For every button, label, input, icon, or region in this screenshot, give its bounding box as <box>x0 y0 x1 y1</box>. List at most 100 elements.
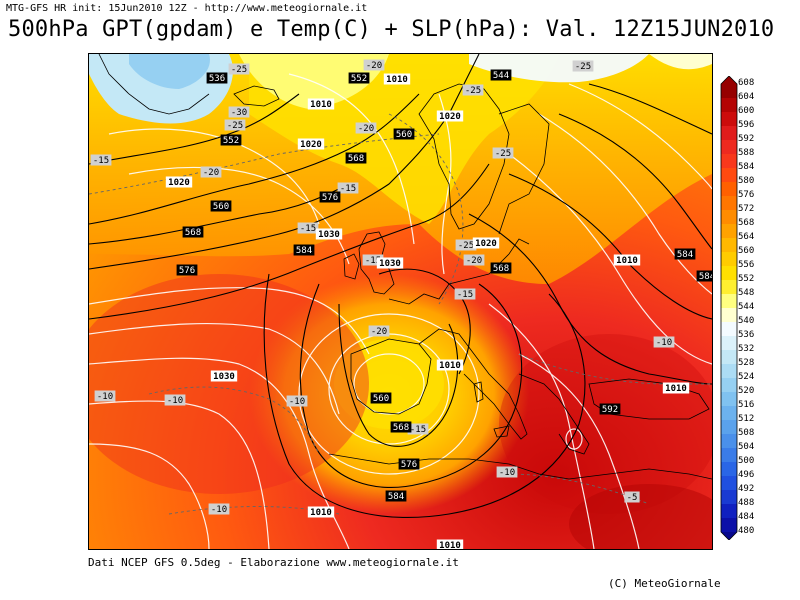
temp-label-box <box>462 84 484 96</box>
color-scale-step <box>721 322 737 337</box>
temp-label: -20 <box>358 124 374 134</box>
temp-label: -15 <box>300 224 316 234</box>
slp-label: 1010 <box>310 100 332 110</box>
slp-label: 1020 <box>300 140 322 150</box>
color-scale-label: 532 <box>738 344 755 354</box>
slp-label: 1010 <box>439 361 461 371</box>
temp-label: -10 <box>211 505 227 515</box>
temp-label: -10 <box>167 396 183 406</box>
temp-label-box <box>224 119 246 131</box>
temp-label-box <box>363 59 385 71</box>
color-scale-frame <box>720 76 738 540</box>
gpt-label-box <box>345 152 367 164</box>
color-scale-step <box>721 378 737 393</box>
british-isles <box>358 231 395 295</box>
slp-label: 1010 <box>310 508 332 518</box>
color-scale-label: 592 <box>738 134 755 144</box>
gpt-label: 552 <box>223 136 239 146</box>
color-scale-label: 556 <box>738 260 755 270</box>
temp-label: -15 <box>457 290 473 300</box>
gpt-label-box <box>210 200 232 212</box>
temp-label: -15 <box>365 256 381 266</box>
slp-label: 1010 <box>665 384 687 394</box>
gpt-label-box <box>370 392 392 404</box>
europe-coast <box>388 238 530 305</box>
color-scale-step <box>721 98 737 113</box>
temp-label-box <box>337 182 359 194</box>
temp-label-box <box>362 254 384 266</box>
slp-label: 1030 <box>213 372 235 382</box>
slp-label: 1010 <box>616 256 638 266</box>
slp-label-box <box>436 539 464 549</box>
temp-label: -15 <box>93 156 109 166</box>
color-scale-step <box>721 182 737 197</box>
cold-lobe-northeast <box>649 54 712 70</box>
color-scale-label: 548 <box>738 288 755 298</box>
temp-label: -25 <box>231 65 247 75</box>
color-scale-step <box>721 224 737 239</box>
slp-label-box <box>376 257 404 269</box>
gpt-label: 584 <box>296 246 312 256</box>
color-scale-step <box>721 406 737 421</box>
color-scale-step <box>721 364 737 379</box>
color-scale-label: 564 <box>738 232 755 242</box>
slp-label-box <box>307 98 335 110</box>
color-scale-label: 524 <box>738 372 755 382</box>
temp-label-box <box>355 122 377 134</box>
color-scale-top-arrow <box>721 76 737 84</box>
ireland <box>343 253 360 280</box>
color-scale-step <box>721 210 737 225</box>
hot-east <box>499 334 712 514</box>
temp-label: -25 <box>495 149 511 159</box>
gpt-label: 576 <box>322 193 338 203</box>
gpt-label: 560 <box>396 130 412 140</box>
cutoff-low-core <box>334 339 444 429</box>
hot-southeast <box>569 484 712 549</box>
color-scale-label: 572 <box>738 204 755 214</box>
color-scale-label: 580 <box>738 176 755 186</box>
gpt-label: 568 <box>493 264 509 274</box>
gpt-label-box <box>348 72 370 84</box>
gpt-label: 576 <box>401 460 417 470</box>
color-scale-step <box>721 336 737 351</box>
gpt-label-box <box>319 191 341 203</box>
temp-label-box <box>94 390 116 402</box>
temp-label: -20 <box>366 61 382 71</box>
temp-label: -30 <box>231 108 247 118</box>
color-scale-label: 560 <box>738 246 755 256</box>
temp-label-box <box>90 154 112 166</box>
gpt-labels: 536 552 552 560 568 560 568 576 576 584 544 568 560 5… <box>176 69 712 502</box>
temp-label-box <box>624 491 640 503</box>
slp-label: 1030 <box>379 259 401 269</box>
temp-label: -20 <box>371 327 387 337</box>
temp-label-box <box>492 147 514 159</box>
color-scale-label: 528 <box>738 358 755 368</box>
color-scale-step <box>721 126 737 141</box>
temp-label: -10 <box>97 392 113 402</box>
color-scale-bar <box>720 76 738 540</box>
color-scale-label: 492 <box>738 484 755 494</box>
color-scale-step <box>721 252 737 267</box>
copyright-note: (C) MeteoGiornale <box>608 577 721 590</box>
gpt-label-box <box>674 248 696 260</box>
temp-label-box <box>208 503 230 515</box>
temp-label-box <box>653 336 675 348</box>
gpt-label-box <box>385 490 407 502</box>
gpt-label-box <box>390 421 412 433</box>
color-scale-label: 484 <box>738 512 755 522</box>
temp-label-box <box>228 106 250 118</box>
slp-label: 1010 <box>386 75 408 85</box>
temp-label: -25 <box>575 62 591 72</box>
slp-label-box <box>436 359 464 371</box>
temp-label: -15 <box>410 425 426 435</box>
temp-label: -10 <box>289 397 305 407</box>
iberia <box>350 338 432 415</box>
slp-label-box <box>307 506 335 518</box>
temp-label: -10 <box>656 338 672 348</box>
temperature-labels: -25 -30 -25 -20 -20 -25 -25 -15 -20 -15 -15 -15 -25 -… <box>90 59 675 515</box>
color-scale-step <box>721 476 737 491</box>
color-scale-step <box>721 84 737 99</box>
color-scale-step <box>721 112 737 127</box>
temp-label-box <box>407 423 429 435</box>
slp-label: 1020 <box>168 178 190 188</box>
